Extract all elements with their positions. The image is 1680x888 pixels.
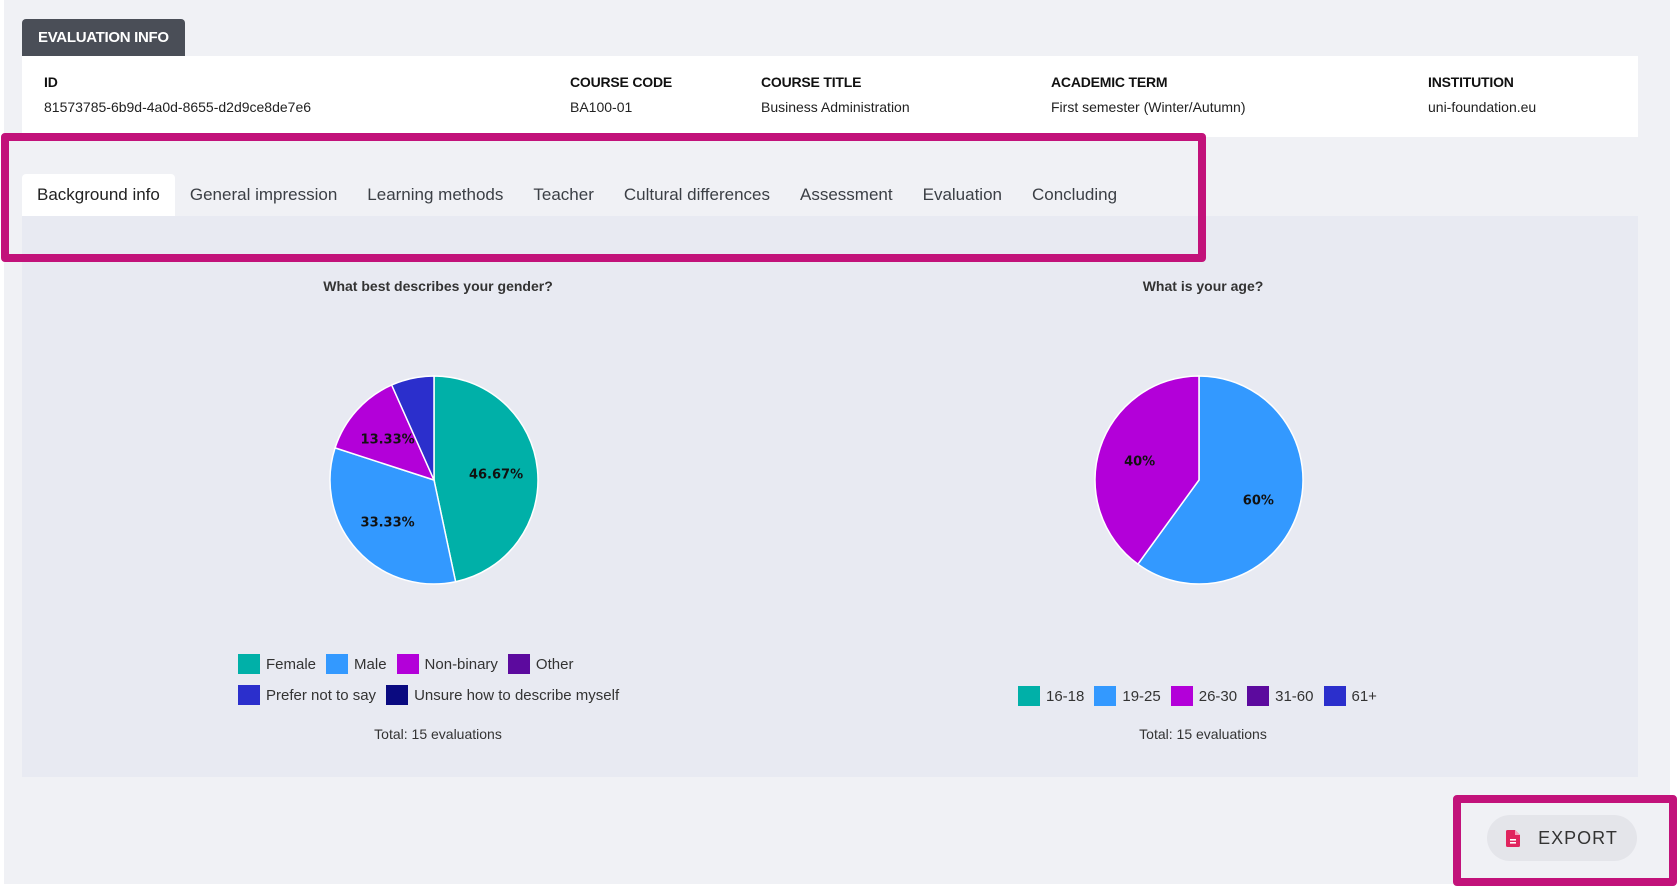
legend-label: 31-60 — [1275, 687, 1314, 705]
gender-chart-title: What best describes your gender? — [323, 278, 553, 294]
pie-data-label: 13.33% — [361, 432, 415, 447]
age-total-text: Total: 15 evaluations — [1139, 726, 1267, 742]
pie-data-label: 60% — [1243, 493, 1274, 508]
legend-swatch — [1170, 686, 1193, 706]
institution-value: uni-foundation.eu — [1428, 99, 1537, 115]
evaluation-info-card: ID 81573785-6b9d-4a0d-8655-d2d9ce8de7e6 … — [22, 56, 1638, 137]
legend-swatch — [238, 654, 260, 674]
pie-data-label: 40% — [1124, 455, 1155, 470]
legend-swatch — [1247, 686, 1270, 706]
legend-item-26-30[interactable]: 26-30 — [1170, 686, 1238, 706]
pie-slice-female[interactable] — [433, 375, 539, 583]
legend-label: Non-binary — [424, 655, 498, 673]
tab-background-info[interactable]: Background info — [22, 174, 175, 216]
legend-item-non-binary[interactable]: Non-binary — [396, 654, 498, 674]
legend-swatch — [507, 654, 530, 674]
section-tabs: Background info General impression Learn… — [22, 174, 1132, 216]
id-value: 81573785-6b9d-4a0d-8655-d2d9ce8de7e6 — [44, 99, 312, 115]
legend-label: 61+ — [1351, 687, 1377, 705]
institution-field: INSTITUTION uni-foundation.eu — [1428, 74, 1536, 115]
legend-swatch — [1094, 686, 1117, 706]
legend-swatch — [1323, 686, 1346, 706]
pie-data-label: 46.67% — [469, 467, 523, 482]
tab-evaluation[interactable]: Evaluation — [922, 185, 1002, 204]
legend-item-other[interactable]: Other — [507, 654, 574, 674]
pie-slice-19-25[interactable] — [1136, 375, 1304, 585]
legend-item-prefer-not-to-say[interactable]: Prefer not to say — [238, 685, 376, 705]
pie-slice-26-30[interactable] — [1094, 375, 1200, 566]
legend-item-male[interactable]: Male — [326, 654, 387, 674]
institution-label: INSTITUTION — [1428, 74, 1514, 90]
course-title-label: COURSE TITLE — [761, 74, 862, 90]
legend-swatch — [238, 685, 260, 705]
age-pie-chart: 60% 40% — [1094, 375, 1304, 585]
course-code-value: BA100-01 — [570, 99, 633, 115]
legend-item-16-18[interactable]: 16-18 — [1018, 686, 1084, 706]
pie-slice-prefer-not-to-say[interactable] — [390, 375, 435, 481]
age-chart-title: What is your age? — [1142, 278, 1264, 294]
legend-item-31-60[interactable]: 31-60 — [1247, 686, 1314, 706]
legend-label: Male — [354, 655, 387, 673]
academic-term-field: ACADEMIC TERM First semester (Winter/Aut… — [1051, 74, 1245, 115]
legend-item-female[interactable]: Female — [238, 654, 316, 674]
legend-item-61-plus[interactable]: 61+ — [1323, 686, 1377, 706]
course-code-label: COURSE CODE — [570, 74, 673, 90]
legend-label: 16-18 — [1046, 687, 1085, 705]
export-button[interactable]: EXPORT — [1487, 815, 1637, 861]
pie-slice-non-binary[interactable] — [334, 384, 436, 482]
legend-swatch — [396, 654, 419, 674]
gender-total-text: Total: 15 evaluations — [374, 726, 502, 742]
legend-label: 19-25 — [1122, 687, 1161, 705]
id-field: ID 81573785-6b9d-4a0d-8655-d2d9ce8de7e6 — [44, 74, 311, 115]
academic-term-label: ACADEMIC TERM — [1051, 74, 1168, 90]
tab-content-panel — [22, 216, 1638, 777]
tab-general-impression[interactable]: General impression — [189, 185, 338, 204]
legend-label: Other — [535, 655, 574, 673]
legend-label: Female — [266, 655, 317, 673]
tab-assessment[interactable]: Assessment — [800, 185, 893, 204]
age-chart-legend: 16-18 19-25 26-30 31-60 61+ — [1018, 686, 1387, 717]
course-title-field: COURSE TITLE Business Administration — [761, 74, 910, 115]
legend-label: Prefer not to say — [266, 686, 377, 704]
course-title-value: Business Administration — [761, 99, 910, 115]
legend-item-19-25[interactable]: 19-25 — [1094, 686, 1161, 706]
legend-swatch — [326, 654, 349, 674]
gender-chart-legend: Female Male Non-binary Other Prefer not … — [238, 654, 629, 716]
legend-swatch — [386, 685, 409, 705]
tab-concluding[interactable]: Concluding — [1032, 185, 1118, 204]
legend-label: Unsure how to describe myself — [414, 686, 620, 704]
pie-slice-male[interactable] — [329, 446, 457, 585]
legend-label: 26-30 — [1198, 687, 1238, 705]
file-pdf-icon — [1506, 829, 1521, 847]
course-code-field: COURSE CODE BA100-01 — [570, 74, 672, 115]
legend-item-unsure[interactable]: Unsure how to describe myself — [386, 685, 619, 705]
evaluation-info-header: EVALUATION INFO — [22, 19, 185, 56]
export-label: EXPORT — [1538, 827, 1618, 848]
id-label: ID — [44, 74, 58, 90]
academic-term-value: First semester (Winter/Autumn) — [1051, 99, 1246, 115]
tab-teacher[interactable]: Teacher — [533, 185, 594, 204]
gender-pie-chart: 46.67% 33.33% 13.33% — [329, 375, 539, 585]
legend-swatch — [1018, 686, 1040, 706]
tab-cultural-differences[interactable]: Cultural differences — [623, 185, 771, 204]
pie-data-label: 33.33% — [361, 516, 415, 531]
tab-learning-methods[interactable]: Learning methods — [367, 185, 504, 204]
